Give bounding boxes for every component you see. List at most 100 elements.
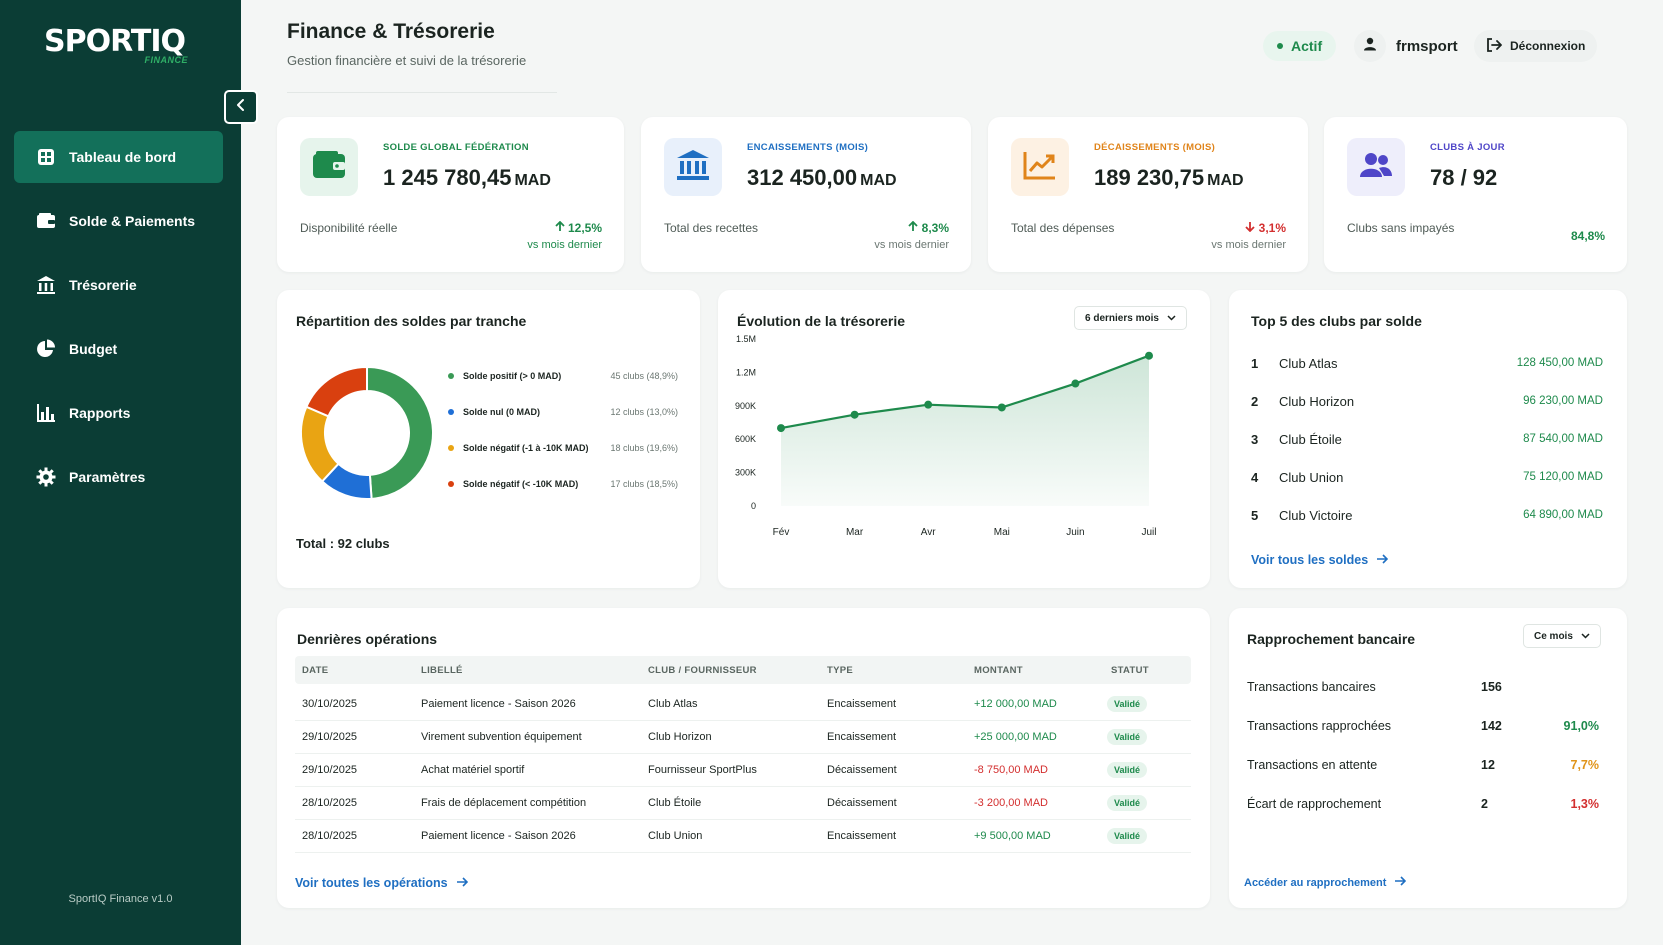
table-row[interactable]: 30/10/2025 Paiement licence - Saison 202… (295, 688, 1191, 721)
legend-item: Solde négatif (< -10K MAD) 17 clubs (18,… (448, 477, 678, 491)
legend-label: Solde positif (> 0 MAD) (463, 371, 562, 381)
y-tick-label: 1.2M (736, 367, 756, 377)
sidebar-item-label: Solde & Paiements (69, 213, 196, 229)
club-amount: 87 540,00 MAD (1523, 433, 1603, 445)
kpi-trend-value: 84,8% (1570, 229, 1605, 243)
sidebar: SPORTIQ FINANCE Tableau de bord Solde & … (0, 0, 241, 945)
chevron-down-icon (1159, 313, 1176, 324)
kpi-trend: 12,5% (554, 220, 602, 235)
x-tick-label: Mar (846, 527, 864, 538)
logout-button[interactable]: Déconnexion (1474, 30, 1598, 62)
view-all-operations-link[interactable]: Voir toutes les opérations (295, 876, 468, 890)
legend-dot (448, 445, 454, 451)
reconciliation-period-select[interactable]: Ce mois (1523, 624, 1601, 648)
sidebar-item-dashboard[interactable]: Tableau de bord (14, 131, 223, 183)
table-row[interactable]: 29/10/2025 Virement subvention équipemen… (295, 721, 1191, 754)
cell-party: Club Atlas (648, 698, 698, 710)
period-select[interactable]: 6 derniers mois (1074, 306, 1187, 330)
sidebar-item-balance[interactable]: Solde & Paiements (14, 195, 223, 247)
x-tick-label: Juil (1141, 527, 1156, 538)
legend-count: 45 clubs (48,9%) (610, 371, 678, 381)
cell-type: Décaissement (827, 764, 897, 776)
link-label: Accéder au rapprochement (1244, 876, 1387, 889)
club-row[interactable]: 3 Club Étoile 87 540,00 MAD (1251, 431, 1603, 447)
club-amount: 128 450,00 MAD (1516, 357, 1603, 369)
kpi-description: Total des dépenses (1011, 221, 1115, 235)
kpi-card-clubs[interactable]: CLUBS À JOUR 78 / 92 Clubs sans impayés … (1324, 117, 1627, 272)
sidebar-item-treasury[interactable]: Trésorerie (14, 259, 223, 311)
wallet-icon (36, 211, 56, 231)
cell-amount: -3 200,00 MAD (974, 797, 1048, 809)
data-point (1145, 351, 1153, 360)
reconciliation-link[interactable]: Accéder au rapprochement (1244, 876, 1407, 889)
top-clubs-card: Top 5 des clubs par solde 1 Club Atlas 1… (1229, 290, 1627, 588)
club-rank: 1 (1251, 355, 1259, 371)
column-header: TYPE (827, 665, 854, 676)
logout-label: Déconnexion (1510, 39, 1586, 53)
kpi-card-balance[interactable]: SOLDE GLOBAL FÉDÉRATION 1 245 780,45 MAD … (277, 117, 624, 272)
y-tick-label: 1.5M (736, 334, 756, 344)
club-row[interactable]: 5 Club Victoire 64 890,00 MAD (1251, 507, 1603, 523)
cell-label: Paiement licence - Saison 2026 (421, 830, 576, 842)
period-select-value: Ce mois (1534, 630, 1573, 642)
sidebar-item-settings[interactable]: Paramètres (14, 451, 223, 503)
reconciliation-row: Transactions en attente 12 7,7% (1247, 758, 1599, 774)
cell-amount: +12 000,00 MAD (974, 698, 1057, 710)
club-name: Club Horizon (1279, 393, 1355, 409)
kpi-unit: MAD (514, 172, 551, 189)
status-badge: Validé (1107, 696, 1148, 712)
club-row[interactable]: 4 Club Union 75 120,00 MAD (1251, 469, 1603, 485)
page-subtitle: Gestion financière et suivi de la trésor… (287, 53, 527, 68)
club-row[interactable]: 1 Club Atlas 128 450,00 MAD (1251, 355, 1603, 371)
sidebar-item-reports[interactable]: Rapports (14, 387, 223, 439)
period-select-value: 6 derniers mois (1085, 312, 1159, 324)
bar-chart-icon (36, 403, 56, 423)
kpi-trend-value: 3,1% (1258, 221, 1286, 235)
bank-icon (36, 275, 56, 295)
area-fill (781, 355, 1149, 506)
data-point (924, 400, 933, 409)
reconciliation-label: Écart de rapprochement (1247, 797, 1382, 811)
club-amount: 96 230,00 MAD (1523, 395, 1603, 407)
app-version: SportIQ Finance v1.0 (68, 893, 173, 905)
column-header: DATE (302, 665, 329, 676)
table-row[interactable]: 29/10/2025 Achat matériel sportif Fourni… (295, 754, 1191, 787)
kpi-amount: 189 230,75 (1094, 165, 1205, 190)
column-header: STATUT (1111, 665, 1149, 676)
sidebar-item-budget[interactable]: Budget (14, 323, 223, 375)
legend-count: 12 clubs (13,0%) (610, 407, 678, 417)
trend-chart-icon (1023, 150, 1057, 185)
view-all-balances-link[interactable]: Voir tous les soldes (1251, 553, 1389, 567)
status-dot-icon (1277, 43, 1283, 49)
kpi-card-receipts[interactable]: ENCAISSEMENTS (MOIS) 312 450,00 MAD Total… (641, 117, 971, 272)
status-badge: Actif (1263, 31, 1337, 61)
treasury-evolution-card: Évolution de la trésorerie 6 derniers mo… (718, 290, 1210, 588)
table-row[interactable]: 28/10/2025 Paiement licence - Saison 202… (295, 820, 1191, 853)
collapse-sidebar-button[interactable] (224, 90, 258, 124)
cell-party: Fournisseur SportPlus (648, 764, 757, 776)
table-row[interactable]: 28/10/2025 Frais de déplacement compétit… (295, 787, 1191, 820)
arrow-up-icon (908, 220, 918, 235)
recent-operations-card: Denrières opérations DATE LIBELLÉ CLUB /… (277, 608, 1210, 908)
data-point (777, 424, 785, 433)
arrow-right-icon (1386, 876, 1407, 889)
reconciliation-count: 12 (1481, 758, 1495, 772)
club-amount: 75 120,00 MAD (1523, 471, 1603, 483)
club-name: Club Étoile (1279, 431, 1342, 447)
y-tick-label: 600K (735, 434, 756, 444)
logo[interactable]: SPORTIQ FINANCE (44, 22, 194, 68)
user-icon (1363, 37, 1377, 56)
club-row[interactable]: 2 Club Horizon 96 230,00 MAD (1251, 393, 1603, 409)
reconciliation-row: Transactions bancaires 156 (1247, 680, 1599, 696)
x-tick-label: Fév (773, 527, 790, 538)
chevron-left-icon (236, 98, 246, 116)
kpi-card-disbursements[interactable]: DÉCAISSEMENTS (MOIS) 189 230,75 MAD Total… (988, 117, 1308, 272)
header-divider (287, 92, 557, 93)
treasury-line-chart: 0 300K 600K 900K 1.2M 1.5M Fév Mar Avr Mai Juin Jui… (735, 334, 1157, 538)
kpi-description: Total des recettes (664, 221, 759, 235)
chevron-down-icon (1573, 631, 1590, 642)
user-menu[interactable]: frmsport (1354, 30, 1458, 62)
bank-reconciliation-card: Rapprochement bancaire Ce mois Transacti… (1229, 608, 1627, 908)
kpi-trend: 3,1% (1245, 221, 1286, 235)
logout-icon (1486, 37, 1510, 55)
